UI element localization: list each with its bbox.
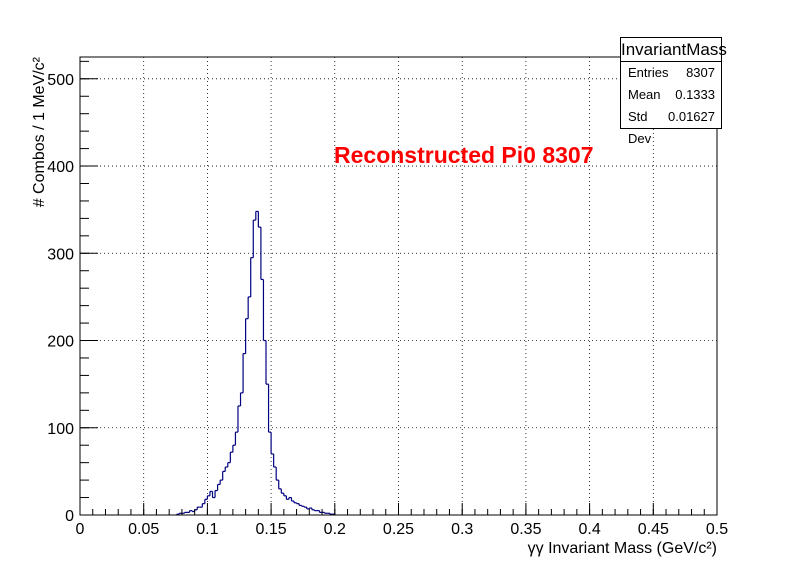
stats-box: InvariantMass Entries 8307 Mean 0.1333 S… <box>620 37 727 146</box>
stats-title: InvariantMass <box>621 38 727 62</box>
x-tick-label: 0.4 <box>578 521 600 538</box>
annotation-label: Reconstructed Pi0 8307 <box>334 142 594 168</box>
x-tick-label: 0.1 <box>196 521 218 538</box>
stats-value: 8307 <box>686 65 715 80</box>
x-tick-label: 0.5 <box>706 521 728 538</box>
y-tick-label: 200 <box>47 334 74 351</box>
x-tick-label: 0.25 <box>383 521 414 538</box>
stats-row-mean: Mean 0.1333 <box>621 84 721 106</box>
x-axis-label: γγ Invariant Mass (GeV/c²) <box>528 540 717 557</box>
stats-label: Std Dev <box>628 109 652 146</box>
y-tick-label: 400 <box>47 159 74 176</box>
y-axis-label: # Combos / 1 MeV/c² <box>31 56 48 207</box>
y-tick-label: 500 <box>47 72 74 89</box>
stats-label: Entries <box>628 65 669 80</box>
stats-label: Mean <box>628 87 661 102</box>
x-tick-label: 0 <box>76 521 85 538</box>
stats-row-stddev: Std Dev 0.01627 <box>621 106 721 146</box>
x-tick-label: 0.3 <box>451 521 473 538</box>
x-tick-label: 0.35 <box>510 521 541 538</box>
stats-row-entries: Entries 8307 <box>621 62 721 84</box>
stats-value: 0.01627 <box>668 109 715 124</box>
axis-layer: 0 0.05 0.1 0.15 0.2 0.25 0.3 0.35 0.4 0.45 0.5 0 100… <box>47 60 728 538</box>
x-tick-label: 0.2 <box>324 521 346 538</box>
y-tick-label: 100 <box>47 421 74 438</box>
x-tick-label: 0.15 <box>256 521 287 538</box>
stats-value: 0.1333 <box>675 87 715 102</box>
x-tick-label: 0.45 <box>638 521 669 538</box>
y-tick-label: 300 <box>47 246 74 263</box>
histogram-layer <box>176 210 336 515</box>
grid-layer <box>80 57 717 515</box>
x-tick-label: 0.05 <box>128 521 159 538</box>
y-tick-label: 0 <box>65 508 74 525</box>
